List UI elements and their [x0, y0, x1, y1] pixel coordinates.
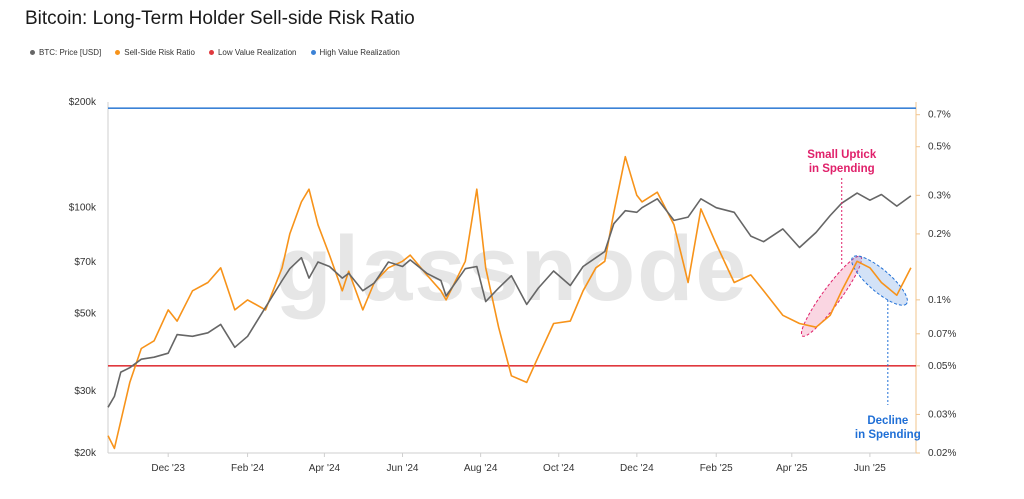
chart-legend: BTC: Price [USD] Sell-Side Risk Ratio Lo…: [30, 48, 400, 57]
y-right-tick-label: 0.5%: [928, 142, 951, 153]
uptick-annotation-text: in Spending: [809, 163, 875, 175]
x-tick-label: Jun '25: [854, 463, 886, 474]
x-tick-label: Oct '24: [543, 463, 575, 474]
legend-item-high[interactable]: High Value Realization: [310, 48, 400, 57]
y-right-tick-label: 0.07%: [928, 329, 956, 340]
legend-label-high: High Value Realization: [319, 48, 400, 57]
uptick-annotation-text: Small Uptick: [807, 149, 877, 161]
legend-item-low[interactable]: Low Value Realization: [208, 48, 297, 57]
watermark: glassnode: [275, 218, 748, 320]
y-right-tick-label: 0.3%: [928, 190, 951, 201]
legend-item-ratio[interactable]: Sell-Side Risk Ratio: [115, 48, 195, 57]
y-right-tick-label: 0.03%: [928, 409, 956, 420]
btc-price-line: [107, 192, 912, 408]
y-left-tick-label: $30k: [74, 386, 97, 397]
legend-marker-high: [310, 50, 316, 55]
legend-label-price: BTC: Price [USD]: [39, 48, 102, 57]
legend-marker-low: [208, 50, 214, 55]
y-left-tick-label: $20k: [74, 448, 97, 459]
y-left-tick-label: $70k: [74, 257, 97, 268]
y-left-tick-label: $100k: [69, 203, 97, 214]
x-tick-label: Feb '25: [700, 463, 733, 474]
y-right-tick-label: 0.2%: [928, 229, 951, 240]
decline-annotation-text: in Spending: [855, 429, 921, 441]
x-tick-label: Dec '23: [151, 463, 185, 474]
decline-annotation-text: Decline: [867, 415, 908, 427]
chart-title: Bitcoin: Long-Term Holder Sell-side Risk…: [25, 8, 415, 29]
legend-item-price[interactable]: BTC: Price [USD]: [30, 48, 101, 57]
y-right-tick-label: 0.1%: [928, 295, 951, 306]
x-tick-label: Apr '24: [309, 463, 341, 474]
legend-label-ratio: Sell-Side Risk Ratio: [124, 48, 195, 57]
y-left-tick-label: $200k: [69, 97, 97, 108]
x-tick-label: Jun '24: [387, 463, 419, 474]
y-right-tick-label: 0.7%: [928, 110, 951, 121]
legend-label-low: Low Value Realization: [217, 48, 297, 57]
x-tick-label: Aug '24: [464, 463, 498, 474]
sell-side-risk-ratio-line: [107, 155, 912, 450]
x-tick-label: Apr '25: [776, 463, 808, 474]
x-tick-label: Dec '24: [620, 463, 654, 474]
legend-marker-ratio: [115, 50, 121, 55]
x-tick-label: Feb '24: [231, 463, 264, 474]
y-left-tick-label: $50k: [74, 308, 97, 319]
legend-marker-price: [30, 50, 35, 55]
y-right-tick-label: 0.05%: [928, 361, 956, 372]
y-right-tick-label: 0.02%: [928, 448, 956, 459]
